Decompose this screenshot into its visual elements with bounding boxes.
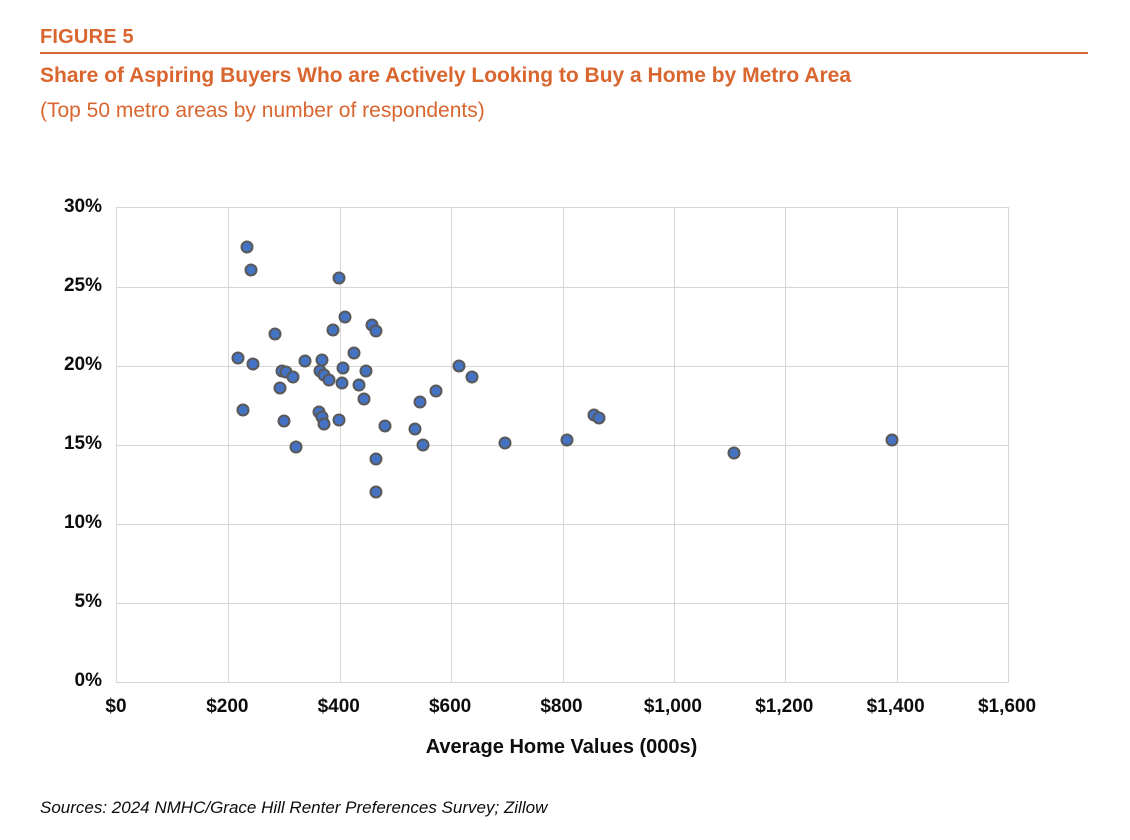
data-point [268,327,282,341]
vertical-gridline [228,208,230,682]
data-point [357,392,371,406]
y-tick-label: 0% [74,670,102,691]
data-point [286,370,300,384]
y-tick-label: 25% [63,275,102,296]
figure-number-label: FIGURE 5 [40,26,134,48]
title-divider-rule [40,52,1088,54]
data-point [408,422,422,436]
vertical-gridline [673,208,675,682]
data-point [352,378,366,392]
data-point [244,263,258,277]
x-tick-label: $1,000 [643,696,702,717]
data-point [246,357,260,371]
data-point [560,433,574,447]
x-axis-title: Average Home Values (000s) [425,736,698,758]
data-point [416,438,430,452]
vertical-gridline [896,208,898,682]
data-point [332,271,346,285]
vertical-gridline [451,208,453,682]
data-point [317,417,331,431]
data-point [236,403,250,417]
x-tick-label: $200 [206,696,249,717]
data-point [452,359,466,373]
data-point [378,419,392,433]
x-tick-label: $1,600 [977,696,1037,717]
x-tick-label: $400 [317,696,360,717]
data-point [369,324,383,338]
data-point [277,414,291,428]
data-point [289,440,303,454]
data-point [359,364,373,378]
chart-title: Share of Aspiring Buyers Who are Activel… [40,64,851,87]
data-point [429,384,443,398]
y-tick-label: 10% [63,512,102,533]
x-tick-label: $1,400 [866,696,925,717]
y-tick-label: 15% [63,433,102,454]
data-point [347,346,361,360]
data-point [326,323,340,337]
scatter-plot-area [116,207,1009,683]
data-point [338,310,352,324]
chart-subtitle: (Top 50 metro areas by number of respond… [40,99,485,122]
y-tick-label: 20% [63,354,102,375]
data-point [498,436,512,450]
vertical-gridline [339,208,341,682]
data-point [369,485,383,499]
y-tick-label: 5% [74,591,102,612]
x-tick-label: $600 [428,696,472,717]
data-point [369,452,383,466]
x-tick-label: $0 [105,696,127,717]
data-point [231,351,245,365]
data-point [298,354,312,368]
data-point [465,370,479,384]
data-point [727,446,741,460]
data-point [240,240,254,254]
data-point [273,381,287,395]
data-point [322,373,336,387]
data-point [592,411,606,425]
x-tick-label: $1,200 [755,696,814,717]
x-tick-label: $800 [540,696,583,717]
data-point [335,376,349,390]
data-point [885,433,899,447]
source-note: Sources: 2024 NMHC/Grace Hill Renter Pre… [40,798,548,817]
vertical-gridline [785,208,787,682]
data-point [413,395,427,409]
data-point [336,361,350,375]
y-tick-label: 30% [63,196,102,217]
data-point [332,413,346,427]
